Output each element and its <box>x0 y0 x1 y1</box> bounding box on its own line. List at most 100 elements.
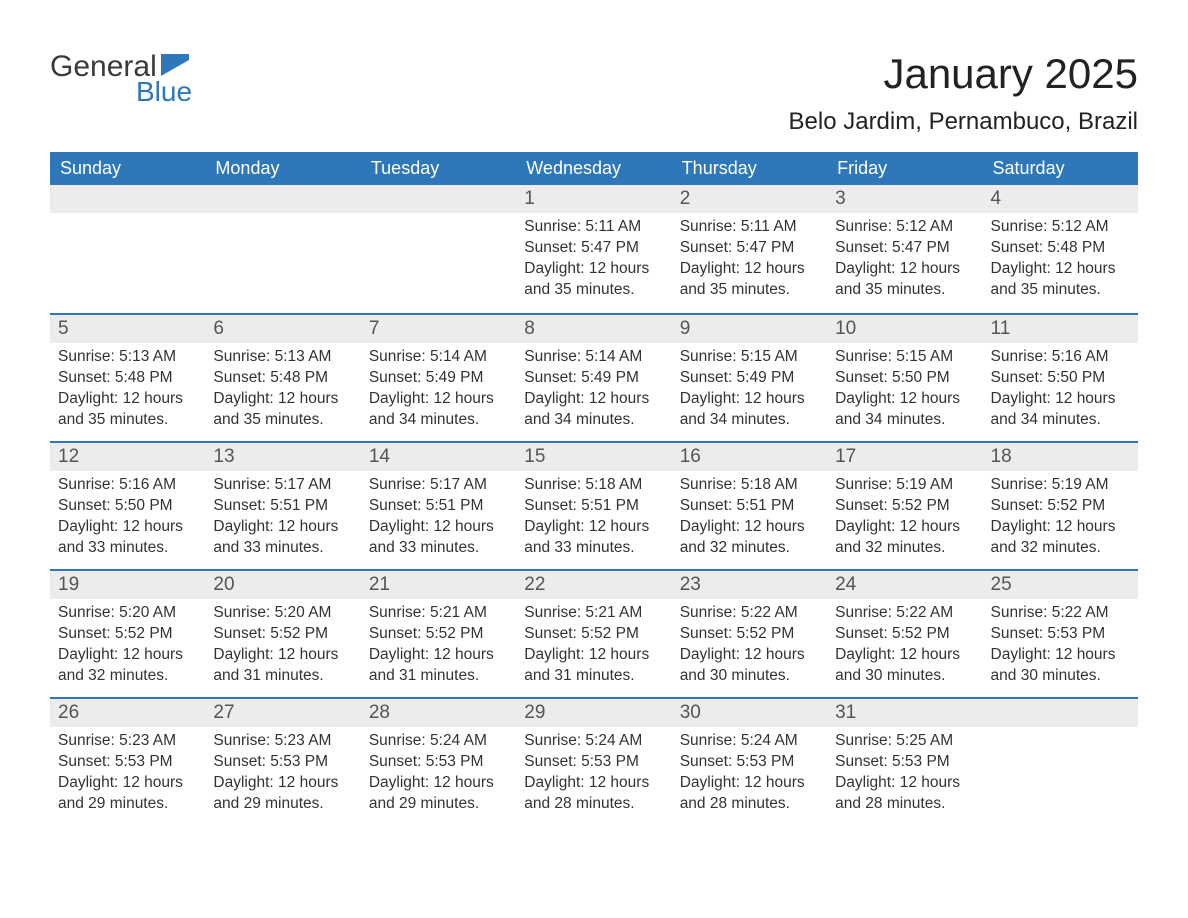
daylight-text: Daylight: 12 hours and 32 minutes. <box>991 517 1130 559</box>
day-number: 21 <box>361 571 516 599</box>
sunset-text: Sunset: 5:53 PM <box>524 752 663 773</box>
day-header: Friday <box>827 152 982 185</box>
sunrise-text: Sunrise: 5:22 AM <box>835 603 974 624</box>
sunset-text: Sunset: 5:51 PM <box>213 496 352 517</box>
sunrise-text: Sunrise: 5:12 AM <box>835 217 974 238</box>
daylight-text: Daylight: 12 hours and 32 minutes. <box>58 645 197 687</box>
sunrise-text: Sunrise: 5:11 AM <box>524 217 663 238</box>
day-header: Monday <box>205 152 360 185</box>
sunrise-text: Sunrise: 5:12 AM <box>991 217 1130 238</box>
daylight-text: Daylight: 12 hours and 33 minutes. <box>524 517 663 559</box>
daylight-text: Daylight: 12 hours and 31 minutes. <box>524 645 663 687</box>
sunset-text: Sunset: 5:48 PM <box>213 368 352 389</box>
sunset-text: Sunset: 5:53 PM <box>58 752 197 773</box>
day-number: 29 <box>516 699 671 727</box>
day-header: Thursday <box>672 152 827 185</box>
day-details: Sunrise: 5:22 AMSunset: 5:52 PMDaylight:… <box>827 599 982 697</box>
sunrise-text: Sunrise: 5:19 AM <box>991 475 1130 496</box>
day-number: 4 <box>983 185 1138 213</box>
calendar-cell: 8Sunrise: 5:14 AMSunset: 5:49 PMDaylight… <box>516 315 671 441</box>
calendar: Sunday Monday Tuesday Wednesday Thursday… <box>50 152 1138 825</box>
calendar-cell: 13Sunrise: 5:17 AMSunset: 5:51 PMDayligh… <box>205 443 360 569</box>
calendar-cell: 19Sunrise: 5:20 AMSunset: 5:52 PMDayligh… <box>50 571 205 697</box>
calendar-week: 1Sunrise: 5:11 AMSunset: 5:47 PMDaylight… <box>50 185 1138 313</box>
calendar-cell: 7Sunrise: 5:14 AMSunset: 5:49 PMDaylight… <box>361 315 516 441</box>
sunrise-text: Sunrise: 5:13 AM <box>58 347 197 368</box>
calendar-cell: 4Sunrise: 5:12 AMSunset: 5:48 PMDaylight… <box>983 185 1138 313</box>
sunrise-text: Sunrise: 5:22 AM <box>680 603 819 624</box>
day-number: 14 <box>361 443 516 471</box>
day-number: 15 <box>516 443 671 471</box>
day-details: Sunrise: 5:22 AMSunset: 5:52 PMDaylight:… <box>672 599 827 697</box>
calendar-cell: 30Sunrise: 5:24 AMSunset: 5:53 PMDayligh… <box>672 699 827 825</box>
calendar-cell: 11Sunrise: 5:16 AMSunset: 5:50 PMDayligh… <box>983 315 1138 441</box>
day-header: Tuesday <box>361 152 516 185</box>
sunset-text: Sunset: 5:53 PM <box>213 752 352 773</box>
sunset-text: Sunset: 5:47 PM <box>680 238 819 259</box>
day-number: 13 <box>205 443 360 471</box>
daylight-text: Daylight: 12 hours and 28 minutes. <box>524 773 663 815</box>
calendar-cell: 15Sunrise: 5:18 AMSunset: 5:51 PMDayligh… <box>516 443 671 569</box>
calendar-cell: 22Sunrise: 5:21 AMSunset: 5:52 PMDayligh… <box>516 571 671 697</box>
calendar-cell: 16Sunrise: 5:18 AMSunset: 5:51 PMDayligh… <box>672 443 827 569</box>
daylight-text: Daylight: 12 hours and 35 minutes. <box>835 259 974 301</box>
sunset-text: Sunset: 5:52 PM <box>524 624 663 645</box>
day-number: 28 <box>361 699 516 727</box>
day-number: 2 <box>672 185 827 213</box>
calendar-cell <box>50 185 205 313</box>
daylight-text: Daylight: 12 hours and 32 minutes. <box>835 517 974 559</box>
day-details: Sunrise: 5:18 AMSunset: 5:51 PMDaylight:… <box>672 471 827 569</box>
daylight-text: Daylight: 12 hours and 29 minutes. <box>369 773 508 815</box>
sunset-text: Sunset: 5:49 PM <box>369 368 508 389</box>
sunset-text: Sunset: 5:50 PM <box>58 496 197 517</box>
location-subtitle: Belo Jardim, Pernambuco, Brazil <box>50 108 1138 136</box>
day-details: Sunrise: 5:15 AMSunset: 5:50 PMDaylight:… <box>827 343 982 441</box>
calendar-cell: 27Sunrise: 5:23 AMSunset: 5:53 PMDayligh… <box>205 699 360 825</box>
day-details: Sunrise: 5:12 AMSunset: 5:48 PMDaylight:… <box>983 213 1138 311</box>
calendar-cell: 20Sunrise: 5:20 AMSunset: 5:52 PMDayligh… <box>205 571 360 697</box>
daylight-text: Daylight: 12 hours and 34 minutes. <box>680 389 819 431</box>
day-number: 17 <box>827 443 982 471</box>
day-number <box>983 699 1138 727</box>
day-number: 16 <box>672 443 827 471</box>
day-details: Sunrise: 5:13 AMSunset: 5:48 PMDaylight:… <box>50 343 205 441</box>
day-details: Sunrise: 5:15 AMSunset: 5:49 PMDaylight:… <box>672 343 827 441</box>
calendar-cell: 10Sunrise: 5:15 AMSunset: 5:50 PMDayligh… <box>827 315 982 441</box>
day-details: Sunrise: 5:14 AMSunset: 5:49 PMDaylight:… <box>516 343 671 441</box>
day-details: Sunrise: 5:24 AMSunset: 5:53 PMDaylight:… <box>672 727 827 825</box>
day-number: 20 <box>205 571 360 599</box>
calendar-cell: 12Sunrise: 5:16 AMSunset: 5:50 PMDayligh… <box>50 443 205 569</box>
day-details: Sunrise: 5:11 AMSunset: 5:47 PMDaylight:… <box>672 213 827 311</box>
day-details: Sunrise: 5:11 AMSunset: 5:47 PMDaylight:… <box>516 213 671 311</box>
day-details: Sunrise: 5:18 AMSunset: 5:51 PMDaylight:… <box>516 471 671 569</box>
sunset-text: Sunset: 5:51 PM <box>680 496 819 517</box>
sunset-text: Sunset: 5:53 PM <box>991 624 1130 645</box>
daylight-text: Daylight: 12 hours and 34 minutes. <box>524 389 663 431</box>
daylight-text: Daylight: 12 hours and 32 minutes. <box>680 517 819 559</box>
day-number: 18 <box>983 443 1138 471</box>
day-details: Sunrise: 5:14 AMSunset: 5:49 PMDaylight:… <box>361 343 516 441</box>
sunset-text: Sunset: 5:53 PM <box>369 752 508 773</box>
daylight-text: Daylight: 12 hours and 35 minutes. <box>524 259 663 301</box>
daylight-text: Daylight: 12 hours and 31 minutes. <box>369 645 508 687</box>
day-number: 10 <box>827 315 982 343</box>
sunset-text: Sunset: 5:52 PM <box>680 624 819 645</box>
calendar-cell: 2Sunrise: 5:11 AMSunset: 5:47 PMDaylight… <box>672 185 827 313</box>
day-details: Sunrise: 5:16 AMSunset: 5:50 PMDaylight:… <box>50 471 205 569</box>
day-number: 22 <box>516 571 671 599</box>
day-number: 5 <box>50 315 205 343</box>
sunrise-text: Sunrise: 5:19 AM <box>835 475 974 496</box>
day-number: 26 <box>50 699 205 727</box>
sunrise-text: Sunrise: 5:13 AM <box>213 347 352 368</box>
sunset-text: Sunset: 5:53 PM <box>835 752 974 773</box>
day-number: 12 <box>50 443 205 471</box>
calendar-cell: 23Sunrise: 5:22 AMSunset: 5:52 PMDayligh… <box>672 571 827 697</box>
day-details: Sunrise: 5:23 AMSunset: 5:53 PMDaylight:… <box>50 727 205 825</box>
sunset-text: Sunset: 5:49 PM <box>680 368 819 389</box>
sunset-text: Sunset: 5:52 PM <box>835 624 974 645</box>
sunrise-text: Sunrise: 5:24 AM <box>680 731 819 752</box>
day-number: 9 <box>672 315 827 343</box>
day-details: Sunrise: 5:19 AMSunset: 5:52 PMDaylight:… <box>983 471 1138 569</box>
sunset-text: Sunset: 5:53 PM <box>680 752 819 773</box>
calendar-weeks: 1Sunrise: 5:11 AMSunset: 5:47 PMDaylight… <box>50 185 1138 825</box>
